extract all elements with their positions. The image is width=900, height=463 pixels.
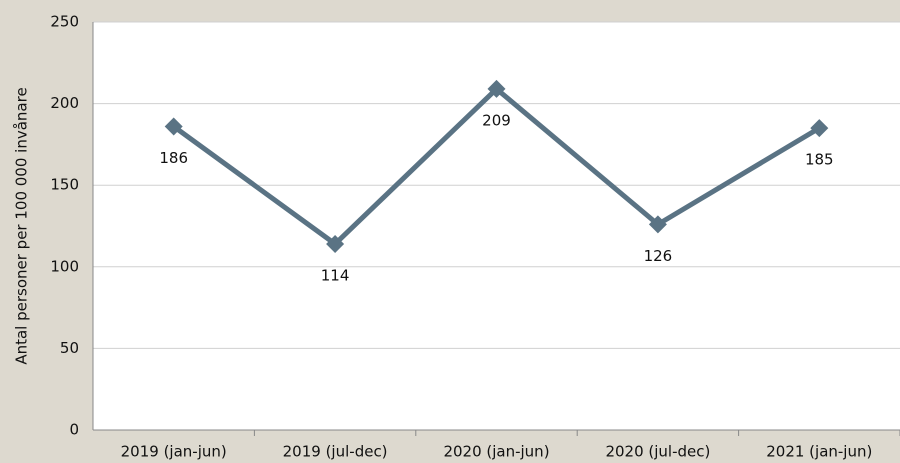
- data-label: 209: [482, 111, 511, 129]
- data-label: 185: [805, 151, 834, 169]
- y-tick-label: 50: [60, 339, 79, 357]
- y-tick-label: 0: [69, 421, 79, 439]
- marker: [810, 119, 829, 138]
- marker: [648, 215, 667, 234]
- data-label: 126: [644, 247, 673, 265]
- marker: [487, 79, 506, 98]
- marker: [326, 234, 345, 253]
- x-tick-label: 2021 (jan-jun): [766, 443, 872, 461]
- y-tick-label: 100: [50, 257, 79, 275]
- x-tick-label: 2020 (jan-jun): [443, 443, 549, 461]
- y-tick-label: 250: [50, 13, 79, 31]
- x-tick-label: 2019 (jul-dec): [283, 443, 388, 461]
- data-label: 114: [321, 266, 350, 284]
- y-axis-label: Antal personer per 100 000 invånare: [13, 87, 31, 364]
- x-tick-label: 2019 (jan-jun): [121, 443, 227, 461]
- marker: [164, 117, 183, 136]
- y-tick-label: 200: [50, 94, 79, 112]
- x-tick-label: 2020 (jul-dec): [605, 443, 710, 461]
- y-tick-label: 150: [50, 176, 79, 194]
- data-label: 186: [159, 149, 188, 167]
